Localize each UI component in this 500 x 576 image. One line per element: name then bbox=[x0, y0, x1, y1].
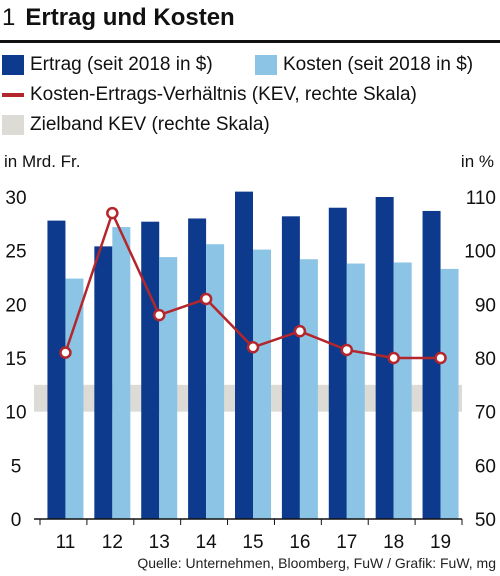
legend-swatch-ertrag bbox=[2, 55, 24, 75]
bar-kosten bbox=[299, 259, 318, 519]
y-tick-label-left: 30 bbox=[5, 188, 26, 209]
bar-ertrag bbox=[281, 216, 300, 519]
x-tick-label: 13 bbox=[149, 532, 170, 553]
x-tick-label: 14 bbox=[196, 532, 218, 553]
y-tick-label-right: 70 bbox=[475, 403, 496, 424]
x-tick-label: 17 bbox=[336, 532, 357, 553]
kev-point bbox=[199, 292, 213, 306]
legend-swatch-kev bbox=[2, 93, 24, 97]
bar-kosten bbox=[346, 263, 365, 519]
y-tick-label-right: 90 bbox=[475, 295, 496, 316]
legend-item-kev: Kosten-Ertrags-Verhältnis (KEV, rechte S… bbox=[2, 84, 417, 106]
legend-item-kosten: Kosten (seit 2018 in $) bbox=[255, 54, 473, 76]
bar-ertrag bbox=[94, 246, 113, 519]
bar-ertrag bbox=[141, 221, 160, 520]
bar-kosten bbox=[206, 244, 225, 519]
x-tick-label: 11 bbox=[56, 532, 76, 553]
bar-ertrag bbox=[328, 207, 347, 519]
y-tick-label-right: 50 bbox=[475, 510, 496, 531]
source-note: Quelle: Unternehmen, Bloomberg, FuW / Gr… bbox=[137, 555, 496, 571]
bar-ertrag bbox=[235, 191, 253, 519]
bar-kosten bbox=[112, 227, 131, 519]
legend-label-zielband: Zielband KEV (rechte Skala) bbox=[30, 114, 270, 135]
x-tick-label: 16 bbox=[289, 532, 310, 553]
bar-kosten bbox=[253, 249, 271, 520]
y-tick-label-right: 100 bbox=[464, 242, 496, 263]
kev-point bbox=[59, 346, 72, 359]
kev-point bbox=[106, 206, 119, 220]
chart-title-row: 1 Ertrag und Kosten bbox=[2, 4, 498, 38]
legend-label-kev: Kosten-Ertrags-Verhältnis (KEV, rechte S… bbox=[30, 84, 417, 105]
legend-label-kosten: Kosten (seit 2018 in $) bbox=[283, 54, 474, 75]
kev-point bbox=[340, 343, 354, 357]
legend-label-ertrag: Ertrag (seit 2018 in $) bbox=[30, 54, 213, 75]
kev-point bbox=[293, 324, 307, 338]
title-rule bbox=[0, 40, 500, 43]
chart-title: Ertrag und Kosten bbox=[25, 4, 235, 31]
y-tick-label-left: 25 bbox=[5, 242, 26, 263]
bar-kosten bbox=[393, 262, 412, 519]
legend-item-zielband: Zielband KEV (rechte Skala) bbox=[2, 114, 270, 136]
bar-kosten bbox=[65, 278, 84, 519]
y-tick-label-right: 60 bbox=[475, 456, 496, 477]
y-tick-label-left: 20 bbox=[5, 295, 26, 316]
x-tick-label: 15 bbox=[242, 532, 263, 553]
y-tick-label-right: 80 bbox=[475, 349, 496, 370]
kev-point bbox=[387, 351, 400, 365]
bar-ertrag bbox=[47, 220, 66, 519]
legend-swatch-zielband bbox=[2, 115, 24, 135]
bar-ertrag bbox=[375, 197, 394, 519]
y-tick-label-left: 15 bbox=[5, 349, 26, 370]
left-axis-unit: in Mrd. Fr. bbox=[4, 152, 81, 171]
legend-item-ertrag: Ertrag (seit 2018 in $) bbox=[2, 54, 213, 76]
y-tick-label-left: 5 bbox=[11, 456, 22, 477]
bar-ertrag bbox=[422, 210, 441, 519]
x-tick-label: 12 bbox=[102, 532, 123, 553]
bar-ertrag bbox=[188, 218, 207, 519]
kev-point bbox=[246, 341, 260, 354]
x-tick-label: 18 bbox=[383, 532, 404, 553]
kev-point bbox=[434, 351, 447, 365]
y-tick-label-right: 110 bbox=[466, 188, 496, 209]
right-axis-unit: in % bbox=[460, 152, 494, 171]
legend-swatch-kosten bbox=[255, 55, 277, 75]
chart-number: 1 bbox=[2, 4, 16, 31]
x-tick-label: 19 bbox=[430, 532, 451, 553]
bar-kosten bbox=[440, 268, 459, 519]
bar-kosten bbox=[159, 257, 178, 519]
kev-point bbox=[152, 308, 166, 322]
y-tick-label-left: 0 bbox=[11, 510, 22, 531]
y-tick-label-left: 10 bbox=[5, 403, 26, 424]
